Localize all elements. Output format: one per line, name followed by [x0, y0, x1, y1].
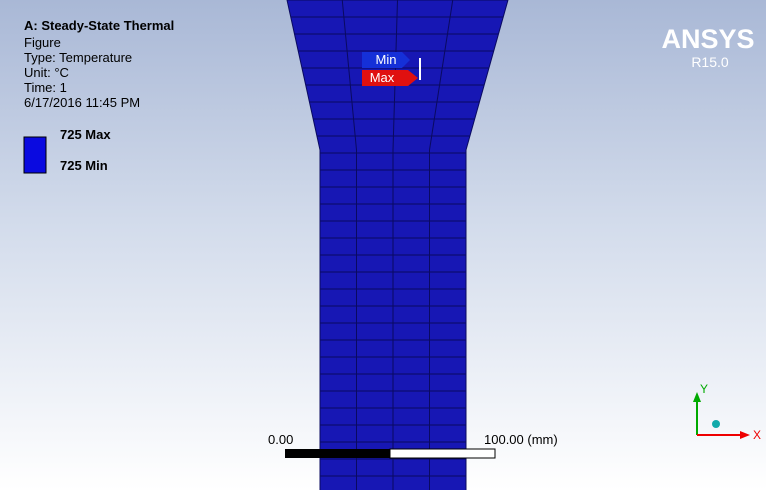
info-line: 6/17/2016 11:45 PM [24, 95, 140, 110]
scale-end: 100.00 (mm) [484, 432, 558, 447]
logo: ANSYS [661, 24, 754, 54]
z-dot [712, 420, 720, 428]
scale-start: 0.00 [268, 432, 293, 447]
legend-swatch [24, 137, 46, 173]
x-label: X [753, 428, 761, 442]
legend-min: 725 Min [60, 158, 108, 173]
info-line: Unit: °C [24, 65, 69, 80]
info-line: Figure [24, 35, 61, 50]
scale-bar [390, 449, 495, 458]
version: R15.0 [691, 54, 729, 70]
title: A: Steady-State Thermal [24, 18, 174, 33]
info-line: Type: Temperature [24, 50, 132, 65]
info-line: Time: 1 [24, 80, 67, 95]
max-label: Max [370, 70, 395, 85]
y-label: Y [700, 382, 708, 396]
scale-bar [285, 449, 390, 458]
viewport: Min Max ANSYS R15.0 Y X A: Steady-State … [0, 0, 766, 490]
graphics: Min Max ANSYS R15.0 Y X [0, 0, 766, 490]
min-label: Min [376, 52, 397, 67]
legend-max: 725 Max [60, 127, 111, 142]
x-arrow [740, 431, 750, 439]
